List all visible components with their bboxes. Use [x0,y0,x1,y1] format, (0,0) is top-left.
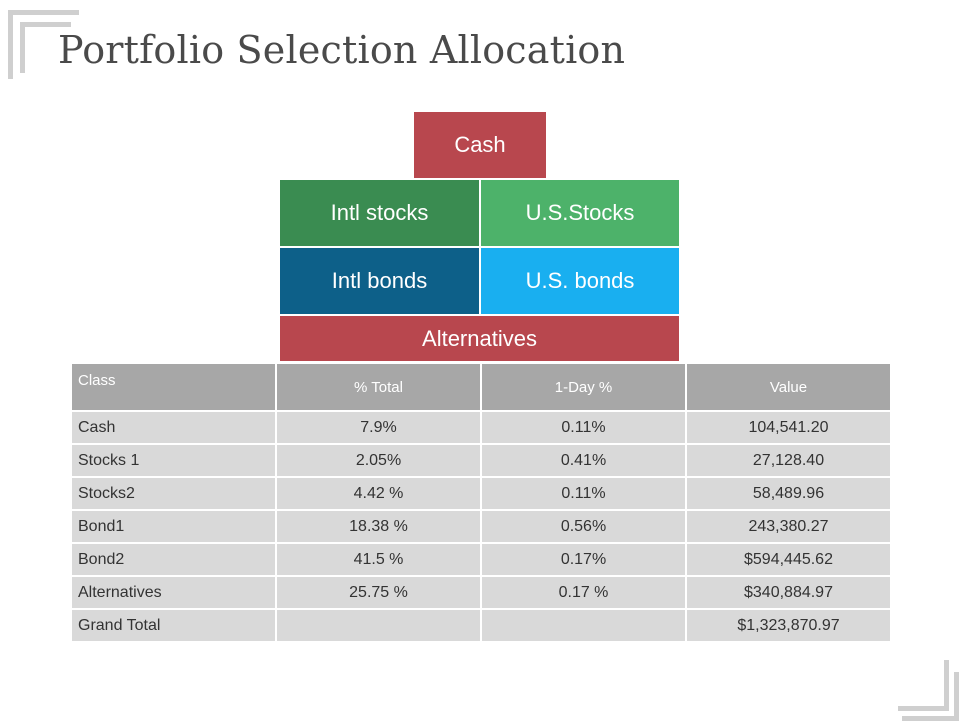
one-day-percent-cell: 0.17% [482,544,685,575]
table-row: Stocks2 4.42 % 0.11% 58,489.96 [72,478,890,509]
one-day-percent-cell: 0.41% [482,445,685,476]
header-value: Value [687,364,890,410]
allocation-block-intl-stocks: Intl stocks [280,180,479,246]
table-row: Stocks 1 2.05% 0.41% 27,128.40 [72,445,890,476]
allocation-block-alternatives: Alternatives [280,316,679,361]
class-cell: Grand Total [72,610,275,641]
value-cell: 27,128.40 [687,445,890,476]
allocation-block-us-bonds: U.S. bonds [481,248,679,314]
value-cell: $594,445.62 [687,544,890,575]
class-cell: Stocks 1 [72,445,275,476]
one-day-percent-cell: 0.56% [482,511,685,542]
table-row: Alternatives 25.75 % 0.17 % $340,884.97 [72,577,890,608]
corner-decoration-top-left [8,10,79,79]
header-one-day-percent: 1-Day % [482,364,685,410]
percent-total-cell: 7.9% [277,412,480,443]
table-row: Grand Total $1,323,870.97 [72,610,890,641]
percent-total-cell: 41.5 % [277,544,480,575]
value-cell: 243,380.27 [687,511,890,542]
one-day-percent-cell: 0.11% [482,478,685,509]
class-cell: Bond2 [72,544,275,575]
one-day-percent-cell: 0.11% [482,412,685,443]
slide-title: Portfolio Selection Allocation [58,28,626,72]
table-body: Cash 7.9% 0.11% 104,541.20 Stocks 1 2.05% 0.41… [72,412,890,641]
class-cell: Alternatives [72,577,275,608]
percent-total-cell: 18.38 % [277,511,480,542]
corner-decoration-bottom-right-inner [898,660,949,711]
allocation-table: Class % Total 1-Day % Value Cash 7.9% 0.11… [70,362,892,643]
value-cell: $1,323,870.97 [687,610,890,641]
table-row: Bond2 41.5 % 0.17% $594,445.62 [72,544,890,575]
one-day-percent-cell [482,610,685,641]
percent-total-cell: 4.42 % [277,478,480,509]
value-cell: 58,489.96 [687,478,890,509]
table-row: Cash 7.9% 0.11% 104,541.20 [72,412,890,443]
class-cell: Bond1 [72,511,275,542]
header-class: Class [72,364,275,410]
percent-total-cell: 2.05% [277,445,480,476]
value-cell: 104,541.20 [687,412,890,443]
table-row: Bond1 18.38 % 0.56% 243,380.27 [72,511,890,542]
corner-decoration-bottom-right [902,672,959,721]
allocation-block-cash: Cash [414,112,546,178]
class-cell: Stocks2 [72,478,275,509]
percent-total-cell [277,610,480,641]
one-day-percent-cell: 0.17 % [482,577,685,608]
corner-decoration-top-left-inner [20,22,71,73]
table-header-row: Class % Total 1-Day % Value [72,364,890,410]
allocation-block-us-stocks: U.S.Stocks [481,180,679,246]
percent-total-cell: 25.75 % [277,577,480,608]
header-percent-total: % Total [277,364,480,410]
value-cell: $340,884.97 [687,577,890,608]
allocation-block-intl-bonds: Intl bonds [280,248,479,314]
class-cell: Cash [72,412,275,443]
